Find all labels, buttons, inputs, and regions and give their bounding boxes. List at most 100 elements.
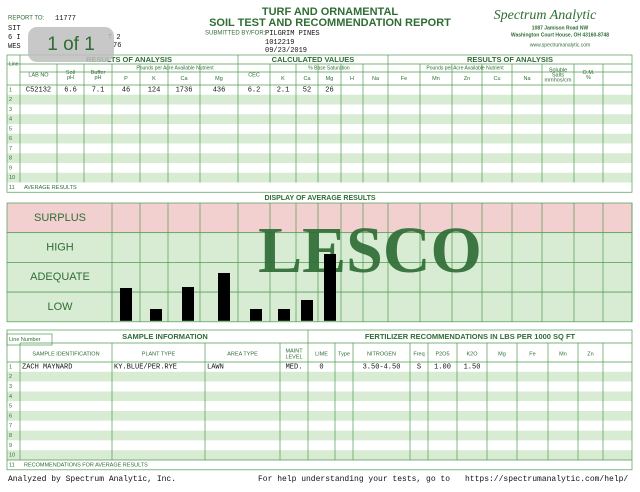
- lab-address: Washington Court House, OH 43160-8748: [511, 32, 609, 38]
- address-fragment: 76: [113, 42, 121, 50]
- table-border: [6, 54, 633, 193]
- level-bar: [278, 309, 290, 321]
- column-header: Na: [523, 76, 531, 82]
- line-number: 1: [9, 87, 12, 93]
- cell: 7.1: [92, 87, 105, 95]
- cell: MED.: [286, 364, 303, 372]
- cell: 2.1: [277, 87, 290, 95]
- line-number: 3: [9, 107, 12, 113]
- report-to-label: REPORT TO:: [8, 16, 45, 22]
- line-number: 8: [9, 156, 12, 162]
- level-bar: [301, 300, 313, 321]
- subgroup-header: Pounds per Acre Available Nutrient: [136, 65, 214, 71]
- column-header: Salts: [552, 72, 564, 78]
- address-fragment: SIT: [8, 25, 21, 33]
- line-number: 6: [9, 136, 12, 142]
- column-header: Cu: [493, 76, 500, 82]
- column-header: Mn: [432, 76, 440, 82]
- report-to: 11777: [55, 15, 76, 23]
- line-number: 2: [9, 374, 12, 380]
- line-number: 7: [9, 146, 12, 152]
- level-bar: [250, 309, 262, 321]
- cell: 3.50-4.50: [363, 364, 401, 372]
- table-row: [7, 381, 632, 392]
- cell: 46: [122, 87, 130, 95]
- level-label: ADEQUATE: [30, 271, 90, 283]
- cell: 0: [319, 364, 323, 372]
- cell: 6.6: [64, 87, 77, 95]
- column-header: Mg: [498, 351, 506, 357]
- table-row: [7, 153, 632, 163]
- line-header: Line Number: [9, 337, 41, 343]
- group-header: RESULTS OF ANALYSIS: [467, 55, 553, 64]
- column-header: Na: [372, 76, 380, 82]
- cell: 6.2: [248, 87, 261, 95]
- cell: 1.00: [434, 364, 451, 372]
- line-number: 1: [9, 364, 12, 370]
- table-border: [6, 329, 633, 471]
- level-label: LOW: [47, 301, 73, 313]
- column-header: NITROGEN: [367, 351, 396, 357]
- line-number: 6: [9, 413, 12, 419]
- line-number: 8: [9, 433, 12, 439]
- table-row: [7, 114, 632, 124]
- title: SOIL TEST AND RECOMMENDATION REPORT: [209, 17, 451, 29]
- table-row: [7, 124, 632, 134]
- table-row: [7, 182, 632, 193]
- table-row: [7, 460, 632, 470]
- table-row: [7, 163, 632, 173]
- line-number: 9: [9, 165, 12, 171]
- line-number: 10: [9, 453, 15, 459]
- line-number: 2: [9, 97, 12, 103]
- footer-link: https://spectrumanalytic.com/help/: [465, 475, 628, 484]
- column-header: Ca: [180, 76, 188, 82]
- level-band: [6, 202, 633, 234]
- cell: ZACH MAYNARD: [22, 364, 72, 372]
- column-header: Type: [338, 351, 350, 357]
- level-bar: [120, 288, 132, 321]
- column-header: mmhos/cm: [545, 77, 572, 83]
- cell: 436: [213, 87, 226, 95]
- cell: 52: [303, 87, 311, 95]
- column-header: Fe: [401, 76, 407, 82]
- table-row: [7, 420, 632, 431]
- watermark: LESCO: [258, 214, 482, 287]
- group-header: FERTILIZER RECOMMENDATIONS IN LBS PER 10…: [365, 332, 576, 341]
- column-header: SAMPLE IDENTIFICATION: [32, 351, 99, 357]
- cell: 124: [148, 87, 161, 95]
- submitted-label: SUBMITTED BY/FOR:: [205, 31, 266, 37]
- column-header: P2O5: [435, 351, 449, 357]
- line-number: 4: [9, 117, 12, 123]
- table-row: [7, 104, 632, 115]
- line-number: 11: [9, 185, 15, 191]
- group-header: SAMPLE INFORMATION: [122, 332, 208, 341]
- page-badge-text: 1 of 1: [47, 34, 95, 55]
- column-header: %: [586, 75, 591, 81]
- level-bar: [324, 254, 336, 321]
- line-number: 9: [9, 443, 12, 449]
- level-bar: [182, 287, 194, 321]
- footer-text: For help understanding your tests, go to: [258, 475, 450, 484]
- table-row: [7, 94, 632, 105]
- column-header: LIME: [315, 351, 328, 357]
- level-label: HIGH: [46, 241, 74, 253]
- table-row: [7, 430, 632, 441]
- line-number: 3: [9, 384, 12, 390]
- lab-website: www.spectrumanalytic.com: [530, 42, 590, 48]
- page-badge: [28, 27, 114, 62]
- column-header: LEVEL: [285, 354, 302, 360]
- average-label: RECOMMENDATIONS FOR AVERAGE RESULTS: [24, 462, 148, 468]
- table-row: [7, 411, 632, 421]
- column-header: PLANT TYPE: [142, 351, 176, 357]
- column-header: K: [152, 76, 156, 82]
- column-header: pH: [94, 75, 101, 81]
- lab-logo: Spectrum Analytic: [494, 8, 598, 23]
- level-band: [6, 232, 633, 263]
- column-header: H: [350, 76, 354, 82]
- address-fragment: 6 I: [8, 34, 21, 42]
- subgroup-header: Pounds per Acre Available Nutrient: [426, 65, 504, 71]
- column-header: Soluble: [549, 67, 567, 73]
- submitted-for: PILGRIM PINES: [265, 30, 320, 38]
- line-number: 4: [9, 394, 12, 400]
